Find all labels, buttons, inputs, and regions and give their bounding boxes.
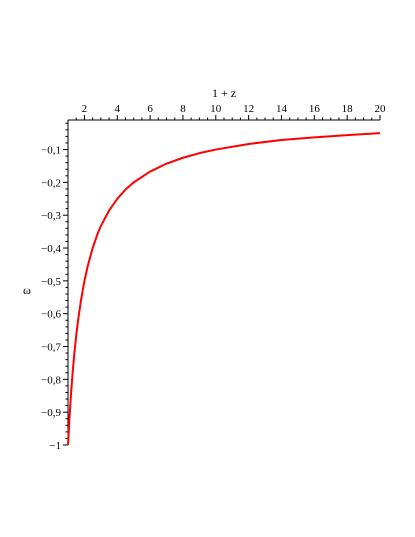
y-tick-label: −0,5	[41, 276, 61, 288]
y-tick-label: −0,8	[41, 374, 61, 386]
y-tick-label: −0,9	[41, 407, 61, 419]
x-axis-title: 1 + z	[212, 86, 236, 100]
x-tick-label: 18	[342, 103, 354, 115]
x-tick-label: 12	[243, 103, 254, 115]
y-tick-label: −0,1	[41, 145, 61, 157]
series-line	[67, 132, 381, 446]
x-tick-label: 20	[375, 103, 387, 115]
x-tick-label: 4	[115, 103, 121, 115]
x-tick-label: 2	[82, 103, 88, 115]
y-tick-label: −1	[49, 440, 61, 452]
y-tick-label: −0,3	[41, 210, 61, 222]
plot-area: 2 4 6 8 10 12 14 16 18 20 −0,1 −0,2 −0,3 −0,4 −0,5 −0,6…	[41, 103, 386, 452]
x-tick-label: 10	[210, 103, 222, 115]
x-tick-label: 14	[276, 103, 288, 115]
y-axis-title: ω	[23, 283, 31, 297]
y-tick-label: −0,4	[41, 243, 61, 255]
y-tick-label: −0,7	[41, 342, 61, 354]
y-tick-label: −0,6	[41, 309, 61, 321]
y-tick-label: −0,2	[41, 177, 61, 189]
x-tick-label: 16	[309, 103, 321, 115]
x-tick-label: 6	[147, 103, 153, 115]
x-tick-label: 8	[180, 103, 186, 115]
